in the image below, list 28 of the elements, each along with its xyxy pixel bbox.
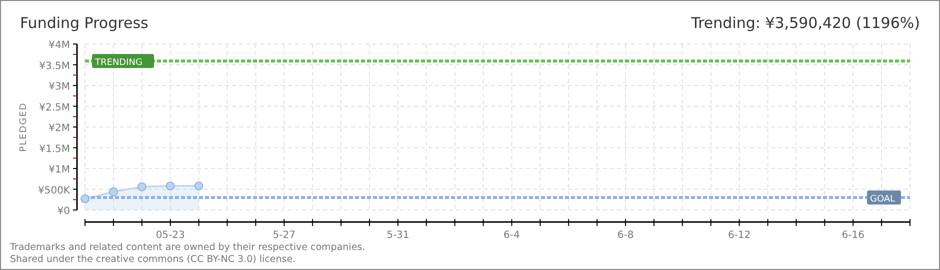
y-tick-label: ¥3.5M xyxy=(39,60,70,72)
chart-subtitle: Trending: ¥3,590,420 (1196%) xyxy=(690,14,920,32)
point xyxy=(80,194,90,204)
point xyxy=(166,181,175,190)
x-tick-label: 5-31 xyxy=(386,230,410,241)
text: Shared under the creative commons (CC BY-NC 3.0) license. xyxy=(10,254,296,265)
x-tick-label: 6-12 xyxy=(728,230,751,241)
x-tick-label: 6-16 xyxy=(842,230,864,241)
y-tick-label: ¥4M xyxy=(48,40,70,51)
text: Trademarks and related content are owned by their respective companies. xyxy=(9,242,366,253)
point xyxy=(137,182,146,192)
y-tick-label: ¥1M xyxy=(48,164,70,176)
point xyxy=(194,181,204,190)
y-tick-label: ¥2M xyxy=(48,123,70,134)
ref-line-label: TRENDING xyxy=(94,58,142,68)
y-tick-label: ¥1.5M xyxy=(39,144,70,155)
y-tick-label: ¥0 xyxy=(57,206,70,217)
x-tick-label: 6-4 xyxy=(504,230,520,241)
x-tick-label: 5-27 xyxy=(272,230,296,241)
x-tick-label: 6-8 xyxy=(617,230,634,241)
y-tick-label: ¥3M xyxy=(48,82,70,92)
chart-title: Funding Progress xyxy=(20,14,149,32)
point xyxy=(108,187,118,196)
ref-line-label: GOAL xyxy=(870,194,896,205)
y-axis-title: PLEDGED xyxy=(19,102,29,152)
y-tick-label: ¥500K xyxy=(38,185,70,196)
y-tick-label: ¥2.5M xyxy=(39,102,70,114)
x-tick-label: 05-23 xyxy=(156,230,185,241)
